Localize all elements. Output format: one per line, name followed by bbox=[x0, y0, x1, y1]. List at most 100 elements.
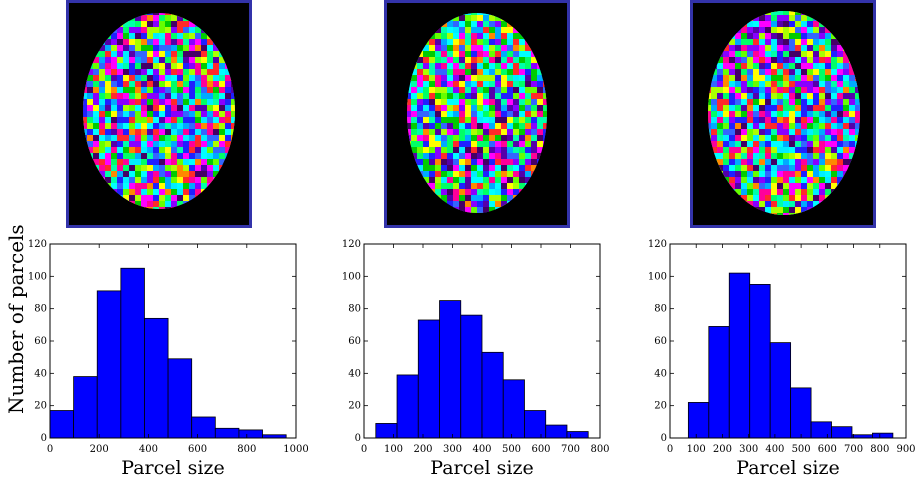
parcel-cell bbox=[759, 189, 765, 195]
parcel-cell bbox=[855, 123, 860, 129]
parcel-cell bbox=[477, 171, 483, 177]
parcel-cell bbox=[441, 51, 447, 57]
parcel-cell bbox=[465, 27, 471, 33]
parcel-cell bbox=[225, 135, 235, 141]
parcel-cell bbox=[537, 129, 543, 135]
parcel-cell bbox=[219, 69, 225, 75]
parcel-cell bbox=[423, 117, 429, 123]
parcel-cell bbox=[519, 87, 525, 93]
parcel-cell bbox=[471, 99, 477, 105]
x-tick-label: 200 bbox=[90, 444, 109, 455]
parcel-cell bbox=[843, 135, 849, 141]
parcel-cell bbox=[837, 147, 843, 153]
x-tick-label: 600 bbox=[531, 444, 550, 455]
y-tick-label: 20 bbox=[34, 401, 47, 412]
parcel-cell bbox=[459, 87, 465, 93]
parcel-cell bbox=[735, 99, 741, 105]
y-tick-label: 100 bbox=[28, 271, 47, 282]
parcel-cell bbox=[735, 129, 741, 135]
parcel-cell bbox=[711, 123, 717, 129]
x-tick-label: 700 bbox=[561, 444, 580, 455]
parcel-cell bbox=[423, 159, 429, 165]
parcel-cell bbox=[453, 111, 459, 117]
y-tick-label: 80 bbox=[348, 304, 361, 315]
parcel-cell bbox=[153, 27, 159, 33]
parcel-cell bbox=[153, 69, 159, 75]
parcel-cell bbox=[171, 135, 177, 141]
parcel-cell bbox=[471, 39, 477, 45]
x-axis-label: Parcel size bbox=[121, 457, 224, 479]
parcel-cell bbox=[429, 81, 435, 87]
parcel-cell bbox=[123, 75, 129, 81]
parcel-cell bbox=[789, 165, 795, 171]
parcel-cell bbox=[537, 69, 543, 75]
histogram-bar bbox=[73, 376, 98, 439]
parcel-cell bbox=[537, 93, 547, 99]
parcel-cell bbox=[483, 201, 489, 207]
parcel-cell bbox=[417, 123, 423, 129]
parcel-cell bbox=[495, 87, 501, 93]
parcel-cell bbox=[183, 147, 189, 153]
parcel-cell bbox=[711, 147, 717, 153]
parcel-cell bbox=[201, 81, 207, 87]
parcel-cell bbox=[741, 117, 747, 123]
parcel-cell bbox=[459, 171, 465, 177]
parcel-cell bbox=[795, 21, 801, 27]
parcel-cell bbox=[189, 33, 195, 39]
parcel-cell bbox=[837, 177, 843, 183]
parcel-cell bbox=[801, 195, 807, 201]
parcel-cell bbox=[483, 57, 489, 63]
parcel-cell bbox=[801, 45, 807, 51]
parcel-cell bbox=[741, 105, 747, 111]
parcel-cell bbox=[159, 81, 165, 87]
parcel-cell bbox=[153, 13, 159, 15]
parcel-cell bbox=[435, 189, 441, 195]
parcel-cell bbox=[855, 117, 860, 123]
histogram-bar bbox=[214, 427, 240, 439]
parcel-cell bbox=[111, 33, 117, 39]
x-tick-label: 800 bbox=[870, 444, 889, 455]
parcel-cell bbox=[519, 69, 525, 75]
parcel-cell bbox=[111, 39, 117, 45]
parcel-cell bbox=[723, 117, 729, 123]
parcel-cell bbox=[201, 75, 207, 81]
parcel-cell bbox=[783, 57, 789, 63]
parcel-cell bbox=[135, 57, 141, 63]
parcel-cell bbox=[783, 63, 789, 69]
parcel-cell bbox=[771, 189, 777, 195]
parcel-cell bbox=[171, 39, 177, 45]
parcel-cell bbox=[789, 105, 795, 111]
parcel-cell bbox=[717, 69, 723, 75]
parcel-cell bbox=[807, 129, 813, 135]
parcel-cell bbox=[213, 129, 219, 135]
parcel-cell bbox=[843, 105, 849, 111]
parcel-cell bbox=[147, 27, 153, 33]
parcel-cell bbox=[141, 87, 147, 93]
parcel-cell bbox=[531, 99, 537, 105]
parcel-cell bbox=[147, 13, 153, 15]
parcel-cell bbox=[783, 15, 789, 21]
parcel-cell bbox=[513, 93, 519, 99]
parcel-cell bbox=[153, 189, 159, 195]
parcel-cell bbox=[747, 183, 753, 189]
parcel-cell bbox=[783, 165, 789, 171]
x-tick-label: 0 bbox=[361, 444, 367, 455]
y-tick-label: 40 bbox=[654, 368, 667, 379]
parcel-cell bbox=[429, 69, 435, 75]
parcel-cell bbox=[495, 105, 501, 111]
parcel-cell bbox=[225, 129, 231, 135]
parcel-cell bbox=[201, 63, 207, 69]
parcel-cell bbox=[183, 81, 189, 87]
parcel-cell bbox=[231, 129, 235, 135]
parcel-cell bbox=[771, 213, 777, 215]
histogram-bar bbox=[396, 374, 419, 439]
parcel-cell bbox=[747, 63, 753, 69]
parcel-cell bbox=[795, 147, 801, 153]
parcel-cell bbox=[771, 183, 777, 189]
parcel-cell bbox=[543, 105, 547, 111]
parcel-cell bbox=[189, 177, 195, 183]
parcel-cell bbox=[105, 153, 111, 159]
parcel-cell bbox=[855, 129, 860, 135]
parcel-cell bbox=[177, 183, 183, 189]
parcel-cell bbox=[105, 69, 111, 75]
